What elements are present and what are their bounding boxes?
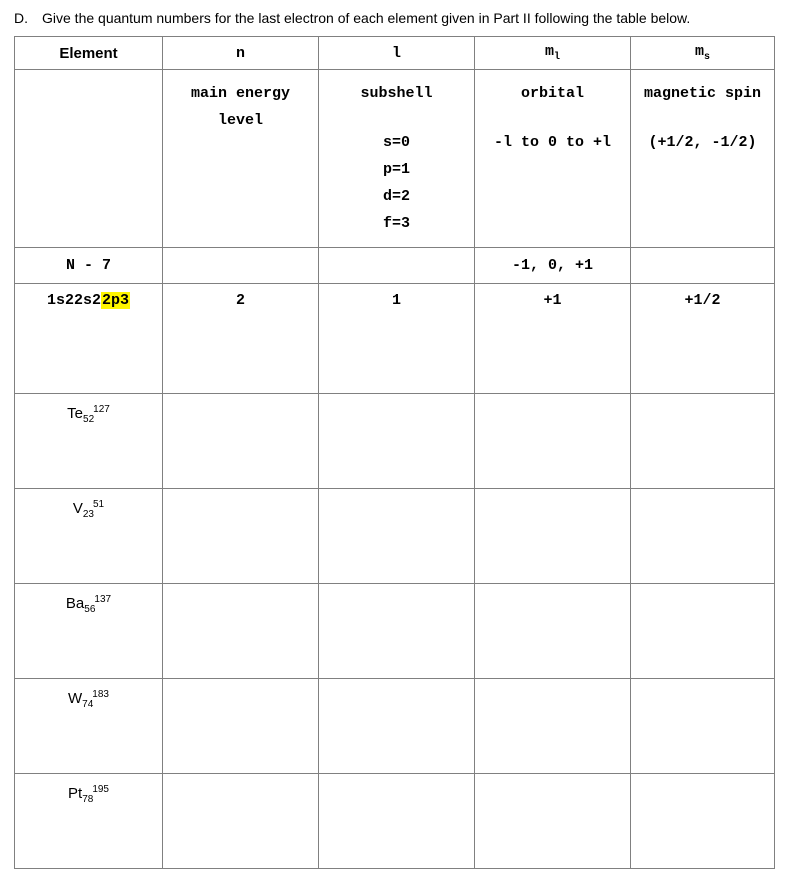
quantum-numbers-table: Element n l ml ms main energy level subs…	[14, 36, 775, 869]
element-cell: Te52127	[15, 394, 163, 489]
example-ml-possible: -1, 0, +1	[475, 248, 631, 284]
table-row: W74183	[15, 679, 775, 774]
header-ml: ml	[475, 37, 631, 70]
example-ms: +1/2	[631, 284, 775, 394]
desc-n: main energy level	[163, 70, 319, 248]
desc-element	[15, 70, 163, 248]
table-row: Pt78195	[15, 774, 775, 869]
example-config-row: 1s22s22p3 2 1 +1 +1/2	[15, 284, 775, 394]
prompt-letter: D.	[14, 10, 32, 26]
element-cell: Ba56137	[15, 584, 163, 679]
header-n: n	[163, 37, 319, 70]
desc-l: subshell s=0 p=1 d=2 f=3	[319, 70, 475, 248]
example-n: 2	[163, 284, 319, 394]
header-element: Element	[15, 37, 163, 70]
header-l: l	[319, 37, 475, 70]
element-cell: V2351	[15, 489, 163, 584]
table-row: V2351	[15, 489, 775, 584]
header-ms: ms	[631, 37, 775, 70]
element-cell: W74183	[15, 679, 163, 774]
table-row: Te52127	[15, 394, 775, 489]
prompt-text: Give the quantum numbers for the last el…	[42, 10, 690, 26]
table-description-row: main energy level subshell s=0 p=1 d=2 f…	[15, 70, 775, 248]
element-cell: Pt78195	[15, 774, 163, 869]
example-l: 1	[319, 284, 475, 394]
example-config: 1s22s22p3	[15, 284, 163, 394]
example-ml: +1	[475, 284, 631, 394]
example-header-row: N - 7 -1, 0, +1	[15, 248, 775, 284]
desc-ml: orbital -l to 0 to +l	[475, 70, 631, 248]
table-header-row: Element n l ml ms	[15, 37, 775, 70]
table-row: Ba56137	[15, 584, 775, 679]
example-elem-label: N - 7	[15, 248, 163, 284]
question-prompt: D. Give the quantum numbers for the last…	[14, 10, 796, 26]
desc-ms: magnetic spin (+1/2, -1/2)	[631, 70, 775, 248]
